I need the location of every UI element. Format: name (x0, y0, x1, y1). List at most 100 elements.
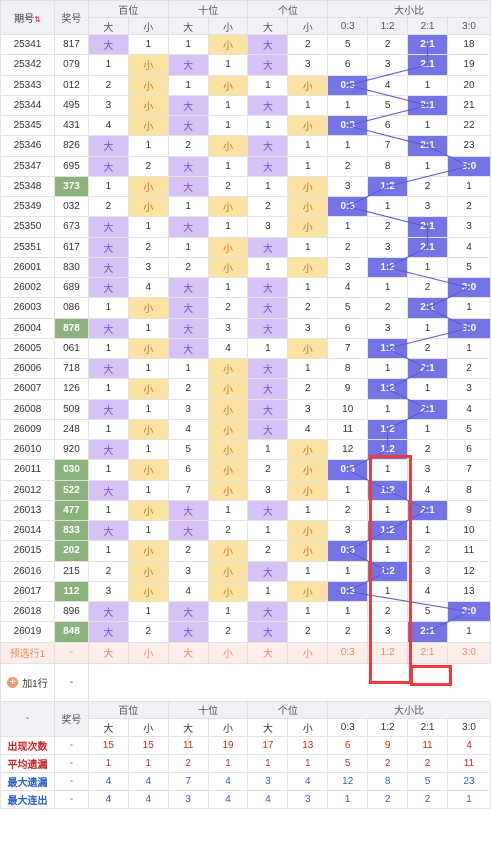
stat-value: 3 (247, 771, 289, 791)
stat-value: 1 (207, 753, 249, 773)
footer-r12: 1:2 (367, 717, 409, 737)
predict-cell[interactable]: 大 (87, 641, 129, 664)
period-cell: 26005 (0, 337, 55, 360)
period-cell: 26011 (0, 459, 55, 481)
position-cell: 大 (87, 216, 129, 238)
position-cell: 7 (167, 479, 209, 501)
ratio-cell: 1:2 (367, 418, 409, 441)
position-cell: 小 (127, 560, 169, 582)
ratio-cell: 5 (407, 600, 448, 623)
position-cell: 大 (247, 560, 289, 582)
table-row: 26009 248 1 小 4 小大 4 11 1:2 1 5 (0, 418, 491, 441)
position-cell: 2 (167, 256, 209, 279)
position-cell: 2 (207, 621, 249, 643)
ratio-cell: 1 (407, 155, 448, 177)
ratio-12-header: 1:2 (367, 17, 409, 35)
predict-cell[interactable]: 大 (167, 641, 209, 664)
footer-hundreds-header: 百位 (87, 700, 169, 719)
table-row: 26003 086 1 小大 2 大 2 5 2 2:1 1 (0, 297, 491, 319)
position-cell: 2 (127, 621, 169, 643)
predict-row-label[interactable]: 预选行1 (0, 641, 55, 664)
period-header-sort[interactable]: 期号⇅ (0, 0, 55, 35)
position-cell: 小 (287, 74, 329, 96)
stat-value: 11 (167, 735, 209, 755)
ratio-cell: 3 (446, 216, 491, 238)
stat-label: 最大遗漏 (0, 771, 55, 791)
period-cell: 26007 (0, 378, 55, 400)
position-cell: 1 (87, 418, 129, 441)
position-cell: 小 (207, 560, 249, 582)
position-cell: 大 (87, 600, 129, 623)
tens-small-header: 小 (207, 17, 249, 35)
position-cell: 1 (127, 216, 169, 238)
period-cell: 25349 (0, 195, 55, 218)
position-cell: 小 (207, 479, 249, 501)
position-cell: 2 (167, 378, 209, 400)
ratio-cell: 1 (367, 398, 409, 420)
predict-cell[interactable]: 2:1 (407, 641, 448, 664)
ratio-cell: 3 (327, 256, 369, 279)
draw-rows: 25341 817 大 1 1 小大 2 5 2 2:1 18 25342 079 1 小大 1 大 3 6 3 2:1… (0, 33, 491, 643)
ratio-cell: 3:0 (446, 317, 491, 339)
stat-label: 平均遗漏 (0, 753, 55, 773)
ratio-cell: 1:2 (367, 175, 409, 198)
predict-cell[interactable]: 1:2 (367, 641, 409, 664)
predict-cell[interactable]: 小 (287, 641, 329, 664)
ratio-cell: 2 (446, 357, 491, 380)
ratio-cell: 3:0 (446, 600, 491, 623)
table-row: 26010 920 大 1 5 小 1 小 12 1:2 2 6 (0, 438, 491, 461)
add-row-cell[interactable]: + 加1行 (0, 662, 55, 702)
position-cell: 小 (127, 378, 169, 400)
position-cell: 2 (127, 236, 169, 258)
period-cell: 26010 (0, 438, 55, 461)
ratio-cell: 2 (407, 175, 448, 198)
position-cell: 大 (87, 33, 129, 56)
predict-cell[interactable]: 3:0 (446, 641, 491, 664)
hundreds-small-header: 小 (127, 17, 169, 35)
stat-row: 最大遗漏 -4 4 7 4 3 4 12 8 5 23 (0, 771, 491, 791)
table-row: 25342 079 1 小大 1 大 3 6 3 2:1 19 (0, 54, 491, 76)
table-row: 26011 030 1 小 6 小 2 小 0:3 1 3 7 (0, 459, 491, 481)
position-cell: 4 (87, 114, 129, 137)
award-cell: 826 (53, 135, 89, 157)
award-cell: 215 (53, 560, 89, 582)
award-cell: 509 (53, 398, 89, 420)
position-cell: 大 (247, 155, 289, 177)
position-cell: 大 (167, 317, 209, 339)
position-cell: 1 (87, 540, 129, 562)
position-cell: 1 (287, 600, 329, 623)
position-cell: 大 (167, 276, 209, 299)
position-cell: 小 (207, 74, 249, 96)
position-cell: 1 (167, 357, 209, 380)
award-cell: 061 (53, 337, 89, 360)
position-cell: 小 (207, 33, 249, 56)
table-row: 26015 202 1 小 2 小 2 小 0:3 1 2 11 (0, 540, 491, 562)
footer-dash: - (0, 700, 55, 737)
award-cell: 373 (53, 175, 89, 198)
position-cell: 大 (87, 317, 129, 339)
tens-big-header: 大 (167, 17, 209, 35)
position-cell: 2 (247, 540, 289, 562)
add-row-button[interactable]: + 加1行 (7, 675, 48, 690)
predict-cell[interactable]: 小 (207, 641, 249, 664)
ratio-cell: 5 (446, 418, 491, 441)
predict-cell[interactable]: 小 (127, 641, 169, 664)
ratio-cell: 3 (446, 378, 491, 400)
stat-value: - (53, 771, 89, 791)
award-cell: 012 (53, 74, 89, 96)
position-cell: 1 (287, 499, 329, 522)
stat-value: 15 (127, 735, 169, 755)
position-cell: 1 (127, 600, 169, 623)
predict-cell[interactable]: 大 (247, 641, 289, 664)
footer-r03: 0:3 (327, 717, 369, 737)
position-cell: 4 (167, 418, 209, 441)
ratio-cell: 6 (327, 317, 369, 339)
position-cell: 小 (287, 256, 329, 279)
statistics-footer: - 奖号 百位 十位 个位 大小比 大 小 大 小 大 小 0:3 1:2 2:… (0, 700, 491, 809)
ratio-cell: 23 (446, 135, 491, 157)
predict-cell[interactable]: 0:3 (327, 641, 369, 664)
ratio-cell: 9 (327, 378, 369, 400)
position-cell: 1 (127, 479, 169, 501)
position-cell: 2 (247, 459, 289, 481)
ratio-cell: 8 (446, 479, 491, 501)
